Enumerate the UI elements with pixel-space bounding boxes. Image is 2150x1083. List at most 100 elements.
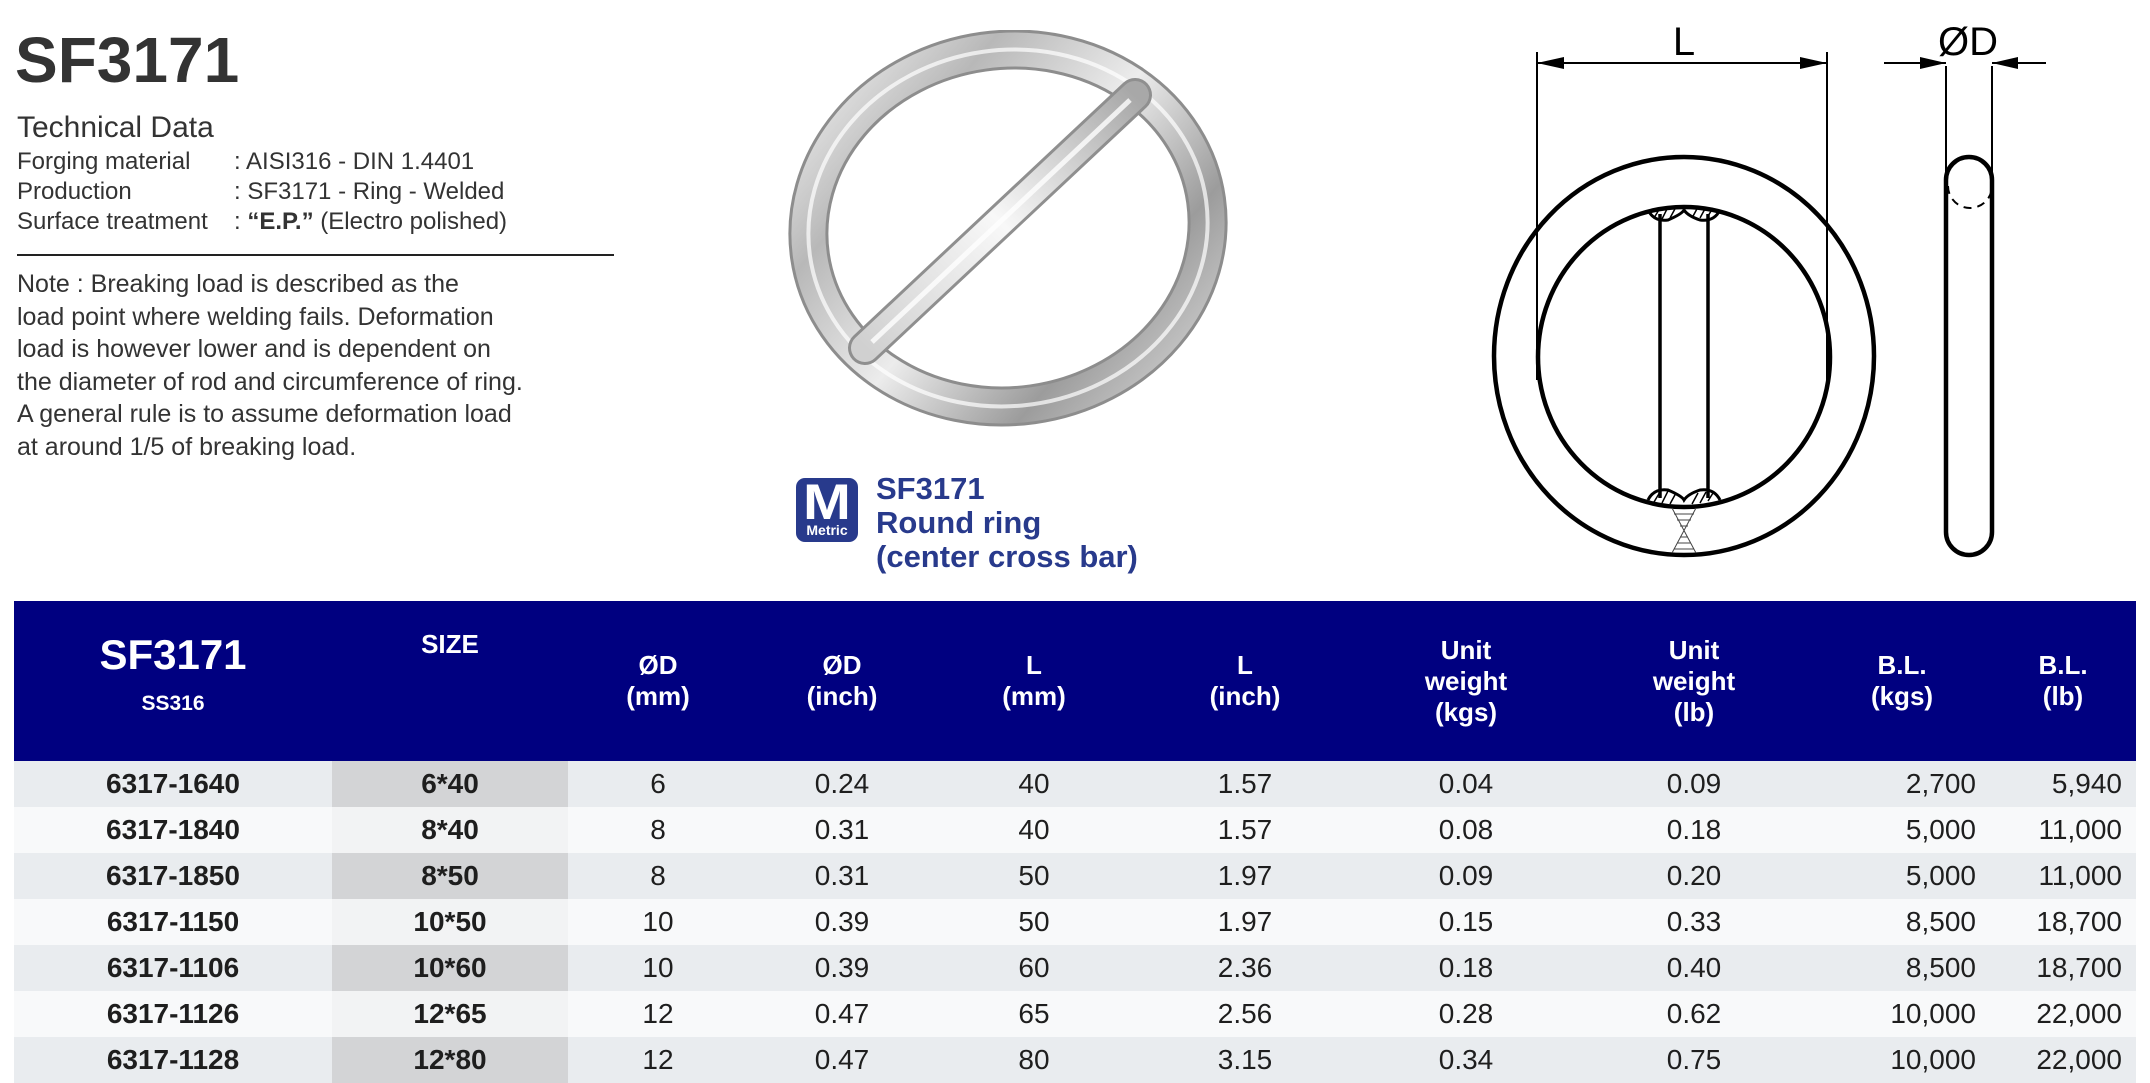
product-photo-ring bbox=[788, 30, 1228, 427]
cell-length-inch: 1.57 bbox=[1132, 761, 1358, 807]
header-text: B.L. bbox=[1877, 650, 1927, 680]
cell-diameter-inch: 0.31 bbox=[748, 853, 936, 899]
header-text: ØD bbox=[822, 650, 862, 680]
header-length-mm: L (mm) bbox=[936, 601, 1132, 761]
cell-unit-weight-kgs: 0.15 bbox=[1358, 899, 1574, 945]
header-unit: (inch) bbox=[806, 681, 878, 711]
badge-label: Metric bbox=[806, 522, 848, 538]
header-diameter-mm: ØD (mm) bbox=[568, 601, 748, 761]
specification-table: SF3171 SS316 SIZE ØD (mm) ØD (inch) L (mm) … bbox=[14, 601, 2136, 1083]
cell-unit-weight-kgs: 0.09 bbox=[1358, 853, 1574, 899]
cell-unit-weight-lb: 0.75 bbox=[1574, 1037, 1814, 1083]
cell-size: 12*80 bbox=[332, 1037, 568, 1083]
technical-data-heading: Technical Data bbox=[17, 111, 214, 144]
product-title: SF3171 bbox=[15, 24, 240, 96]
cell-unit-weight-kgs: 0.08 bbox=[1358, 807, 1574, 853]
table-row: 6317-1840 8*40 8 0.31 40 1.57 0.08 0.18 … bbox=[14, 807, 2136, 853]
table-row: 6317-1106 10*60 10 0.39 60 2.36 0.18 0.4… bbox=[14, 945, 2136, 991]
cell-breaking-load-lb: 18,700 bbox=[1990, 945, 2136, 991]
cell-diameter-mm: 10 bbox=[568, 899, 748, 945]
cell-unit-weight-lb: 0.20 bbox=[1574, 853, 1814, 899]
cell-length-inch: 1.57 bbox=[1132, 807, 1358, 853]
cell-length-mm: 40 bbox=[936, 807, 1132, 853]
table-row: 6317-1128 12*80 12 0.47 80 3.15 0.34 0.7… bbox=[14, 1037, 2136, 1083]
cell-length-inch: 1.97 bbox=[1132, 853, 1358, 899]
cell-length-inch: 3.15 bbox=[1132, 1037, 1358, 1083]
table-row: 6317-1640 6*40 6 0.24 40 1.57 0.04 0.09 … bbox=[14, 761, 2136, 807]
cell-diameter-mm: 10 bbox=[568, 945, 748, 991]
cell-diameter-inch: 0.31 bbox=[748, 807, 936, 853]
cell-unit-weight-lb: 0.33 bbox=[1574, 899, 1814, 945]
cell-length-inch: 2.56 bbox=[1132, 991, 1358, 1037]
diameter-label: ØD bbox=[1938, 20, 1998, 64]
header-unit: (mm) bbox=[1002, 681, 1066, 711]
table-row: 6317-1126 12*65 12 0.47 65 2.56 0.28 0.6… bbox=[14, 991, 2136, 1037]
metric-badge-icon: M Metric bbox=[796, 476, 858, 542]
cell-length-mm: 50 bbox=[936, 899, 1132, 945]
cell-breaking-load-kgs: 5,000 bbox=[1814, 853, 1990, 899]
spec-sep: : bbox=[234, 208, 248, 235]
spec-value: AISI316 - DIN 1.4401 bbox=[246, 148, 475, 175]
product-name-block: SF3171 Round ring (center cross bar) bbox=[876, 472, 1138, 574]
cell-size: 6*40 bbox=[332, 761, 568, 807]
header-unit-weight-lb: Unit weight (lb) bbox=[1574, 601, 1814, 761]
header-text: L bbox=[1237, 650, 1253, 680]
cell-breaking-load-lb: 22,000 bbox=[1990, 991, 2136, 1037]
header-model-code: SF3171 bbox=[99, 631, 247, 678]
cell-breaking-load-lb: 22,000 bbox=[1990, 1037, 2136, 1083]
header-unit: (kgs) bbox=[1870, 681, 1934, 711]
cell-diameter-inch: 0.47 bbox=[748, 1037, 936, 1083]
table-row: 6317-1850 8*50 8 0.31 50 1.97 0.09 0.20 … bbox=[14, 853, 2136, 899]
cell-unit-weight-kgs: 0.18 bbox=[1358, 945, 1574, 991]
cell-size: 12*65 bbox=[332, 991, 568, 1037]
cell-unit-weight-lb: 0.09 bbox=[1574, 761, 1814, 807]
header-material: SS316 bbox=[141, 692, 205, 715]
badge-letter: M bbox=[803, 474, 851, 530]
note-line: load is however lower and is dependent o… bbox=[17, 335, 491, 363]
cell-diameter-inch: 0.39 bbox=[748, 945, 936, 991]
cell-breaking-load-lb: 11,000 bbox=[1990, 807, 2136, 853]
cell-item-number: 6317-1850 bbox=[14, 853, 332, 899]
length-label: L bbox=[1673, 20, 1695, 64]
spec-label: Surface treatment bbox=[17, 208, 208, 235]
header-text: weight bbox=[1424, 665, 1508, 696]
header-length-inch: L (inch) bbox=[1132, 601, 1358, 761]
technical-drawing: L ØD bbox=[1491, 20, 2046, 558]
cell-breaking-load-kgs: 8,500 bbox=[1814, 945, 1990, 991]
cell-item-number: 6317-1840 bbox=[14, 807, 332, 853]
header-unit-weight-kgs: Unit weight (kgs) bbox=[1358, 601, 1574, 761]
cell-diameter-mm: 12 bbox=[568, 991, 748, 1037]
header-text: L bbox=[1026, 650, 1042, 680]
cell-breaking-load-kgs: 10,000 bbox=[1814, 1037, 1990, 1083]
cell-item-number: 6317-1106 bbox=[14, 945, 332, 991]
cell-diameter-inch: 0.39 bbox=[748, 899, 936, 945]
cell-diameter-inch: 0.24 bbox=[748, 761, 936, 807]
breaking-load-note: Note : Breaking load is described as the… bbox=[17, 268, 657, 463]
cell-length-mm: 80 bbox=[936, 1037, 1132, 1083]
cell-breaking-load-kgs: 5,000 bbox=[1814, 807, 1990, 853]
header-text: SIZE bbox=[421, 629, 479, 659]
header-model: SF3171 SS316 bbox=[14, 601, 332, 761]
spec-sep: : bbox=[234, 178, 248, 205]
header-text: B.L. bbox=[2038, 650, 2088, 680]
note-line: A general rule is to assume deformation … bbox=[17, 400, 512, 428]
product-code: SF3171 bbox=[876, 471, 985, 506]
spec-value: (Electro polished) bbox=[313, 208, 508, 235]
header-unit: (lb) bbox=[1673, 696, 1715, 727]
cell-item-number: 6317-1126 bbox=[14, 991, 332, 1037]
header-text: ØD bbox=[638, 650, 678, 680]
spec-forging-material: Forging material: AISI316 - DIN 1.4401 bbox=[17, 148, 474, 176]
section-divider bbox=[17, 254, 614, 256]
header-size: SIZE bbox=[332, 601, 568, 761]
cell-unit-weight-lb: 0.18 bbox=[1574, 807, 1814, 853]
note-line: Note : Breaking load is described as the bbox=[17, 270, 459, 298]
cell-size: 10*60 bbox=[332, 945, 568, 991]
header-text: Unit bbox=[1668, 634, 1720, 665]
product-name: Round ring bbox=[876, 505, 1042, 540]
cell-breaking-load-lb: 11,000 bbox=[1990, 853, 2136, 899]
cell-item-number: 6317-1640 bbox=[14, 761, 332, 807]
cell-diameter-mm: 6 bbox=[568, 761, 748, 807]
cell-length-mm: 65 bbox=[936, 991, 1132, 1037]
spec-label: Production bbox=[17, 178, 132, 205]
product-subname: (center cross bar) bbox=[876, 539, 1138, 574]
